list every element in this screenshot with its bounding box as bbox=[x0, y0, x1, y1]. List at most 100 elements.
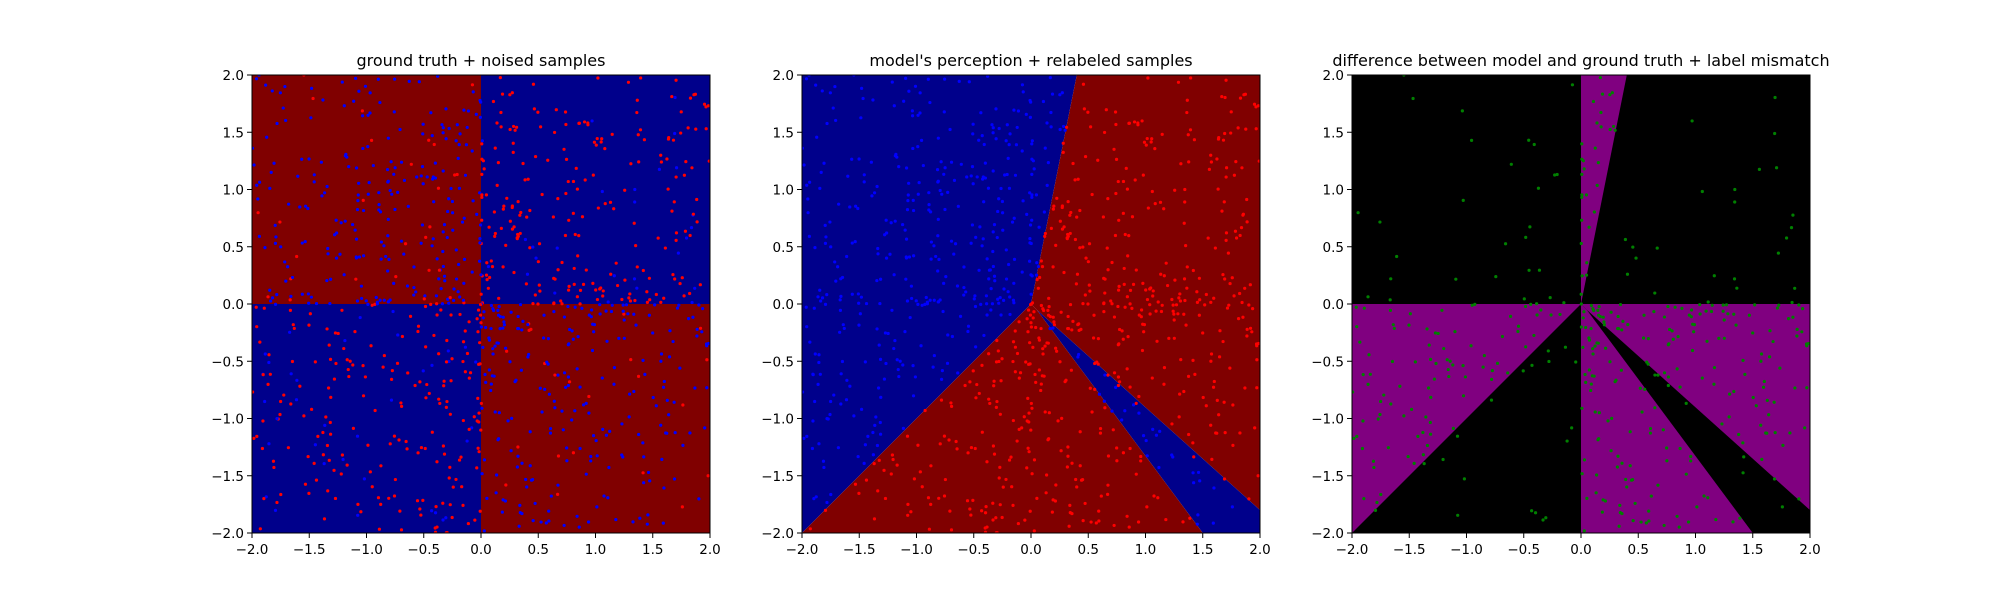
data-point bbox=[673, 131, 677, 136]
data-point bbox=[1596, 308, 1600, 313]
data-point bbox=[969, 174, 973, 178]
data-point bbox=[499, 226, 503, 230]
data-point bbox=[811, 419, 815, 423]
data-point bbox=[600, 376, 604, 380]
data-point bbox=[1775, 306, 1780, 310]
data-point bbox=[598, 312, 602, 316]
data-point bbox=[1150, 376, 1154, 380]
data-point bbox=[514, 125, 519, 129]
data-point bbox=[635, 110, 639, 115]
data-point bbox=[386, 300, 391, 304]
data-point bbox=[1087, 283, 1091, 287]
data-point bbox=[1232, 294, 1236, 298]
data-point bbox=[981, 237, 985, 241]
data-point bbox=[501, 265, 505, 269]
data-point bbox=[589, 315, 593, 319]
data-point bbox=[1182, 221, 1186, 225]
data-point bbox=[911, 198, 915, 202]
data-point bbox=[1043, 146, 1047, 150]
data-point bbox=[266, 295, 270, 299]
data-point bbox=[1177, 415, 1181, 419]
data-point bbox=[261, 373, 265, 377]
data-point bbox=[366, 192, 370, 196]
data-point bbox=[1170, 422, 1174, 426]
data-point bbox=[450, 515, 454, 520]
x-tick-label: 0.5 bbox=[1628, 542, 1649, 558]
data-point bbox=[893, 219, 897, 223]
data-point bbox=[460, 485, 464, 489]
data-point bbox=[623, 278, 627, 282]
data-point bbox=[997, 476, 1001, 480]
data-point bbox=[844, 398, 849, 402]
data-point bbox=[1001, 485, 1005, 489]
data-point bbox=[493, 234, 497, 238]
data-point bbox=[444, 405, 448, 410]
data-point bbox=[1221, 339, 1225, 344]
data-point bbox=[1102, 301, 1106, 305]
data-point bbox=[1078, 464, 1082, 468]
data-point bbox=[1120, 418, 1124, 422]
data-point bbox=[286, 446, 291, 450]
data-point bbox=[1131, 282, 1136, 286]
data-point bbox=[357, 89, 361, 93]
data-point bbox=[497, 296, 501, 300]
data-point bbox=[1656, 483, 1660, 487]
data-point bbox=[1052, 323, 1057, 327]
data-point bbox=[571, 211, 575, 215]
data-point bbox=[679, 131, 683, 135]
data-point bbox=[1563, 345, 1568, 349]
data-point bbox=[377, 203, 381, 207]
data-point bbox=[971, 182, 975, 186]
data-point bbox=[412, 293, 416, 297]
data-point bbox=[435, 313, 439, 317]
data-point bbox=[1037, 368, 1041, 372]
data-point bbox=[279, 492, 283, 497]
data-point bbox=[1580, 142, 1584, 146]
data-point bbox=[636, 133, 640, 137]
data-point bbox=[516, 200, 520, 204]
data-point bbox=[1212, 296, 1216, 300]
data-point bbox=[1167, 336, 1171, 340]
data-point bbox=[427, 138, 431, 142]
data-point bbox=[1361, 419, 1365, 423]
data-point bbox=[444, 137, 448, 141]
data-point bbox=[872, 462, 876, 466]
data-point bbox=[1352, 390, 1355, 394]
data-point bbox=[379, 240, 384, 244]
y-tick-label: 2.0 bbox=[1323, 68, 1344, 84]
data-point bbox=[1587, 338, 1592, 342]
data-point bbox=[1532, 142, 1536, 147]
data-point bbox=[631, 520, 635, 524]
data-point bbox=[1241, 212, 1245, 216]
data-point bbox=[1084, 256, 1088, 260]
data-point bbox=[309, 407, 314, 411]
data-point bbox=[1000, 357, 1004, 361]
data-point bbox=[1781, 443, 1785, 447]
data-point bbox=[908, 315, 912, 320]
data-point bbox=[461, 418, 465, 423]
data-point bbox=[1106, 373, 1110, 377]
data-point bbox=[431, 175, 435, 179]
region-purple bbox=[1581, 75, 1627, 304]
data-point bbox=[584, 268, 588, 272]
data-point bbox=[386, 234, 390, 238]
data-point bbox=[1653, 291, 1657, 295]
data-point bbox=[552, 130, 557, 135]
data-point bbox=[998, 296, 1002, 300]
data-point bbox=[1203, 303, 1207, 307]
data-point bbox=[1215, 157, 1219, 161]
data-point bbox=[983, 511, 988, 515]
data-point bbox=[1791, 213, 1795, 217]
data-point bbox=[977, 391, 981, 396]
data-point bbox=[1407, 323, 1411, 327]
data-point bbox=[1236, 126, 1240, 130]
data-point bbox=[336, 331, 340, 336]
data-point bbox=[1747, 313, 1751, 317]
data-point bbox=[560, 260, 564, 265]
data-point bbox=[1224, 238, 1228, 242]
data-point bbox=[418, 507, 422, 511]
data-point bbox=[986, 75, 990, 78]
data-point bbox=[946, 190, 950, 194]
data-point bbox=[499, 110, 503, 115]
data-point bbox=[1102, 130, 1107, 135]
